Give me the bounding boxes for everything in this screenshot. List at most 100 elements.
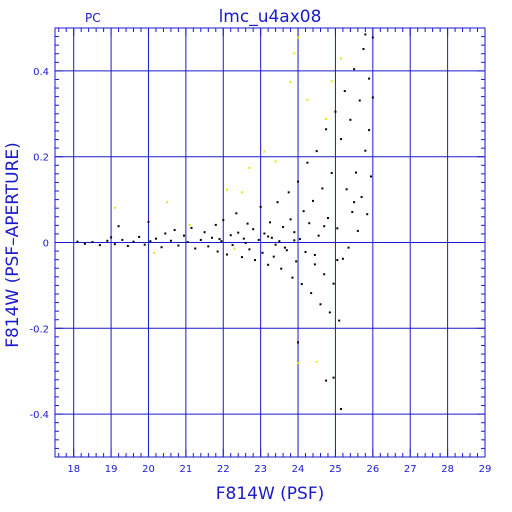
data-point [216,250,219,253]
x-tick-label: 29 [479,464,492,475]
data-point [332,282,335,285]
data-point [293,231,296,234]
data-point [154,237,157,240]
data-point-yellow [315,360,318,363]
data-point [98,244,101,247]
data-point [295,260,298,263]
data-point [325,379,328,382]
data-point-yellow [293,52,296,55]
data-point [186,241,189,244]
data-point [220,240,223,243]
x-tick-label: 21 [180,464,193,475]
y-tick-label: 0.2 [33,153,49,164]
data-point [326,217,329,220]
data-point [160,246,163,249]
data-point [345,188,348,191]
x-tick-label: 28 [441,464,454,475]
data-point-yellow [330,80,333,83]
data-point-yellow [289,81,292,84]
data-point [274,243,277,246]
data-point [121,238,124,241]
data-point [302,210,305,213]
data-point [369,175,372,178]
data-point [289,218,292,221]
data-point [138,235,141,238]
data-point [194,247,197,250]
data-point [328,311,331,314]
data-point-yellow [325,117,328,120]
x-tick-label: 18 [67,464,80,475]
data-point-yellow [274,160,277,163]
y-tick-label: -0.4 [29,410,49,421]
data-point [248,248,251,251]
x-tick-label: 27 [404,464,417,475]
data-point [173,229,176,232]
data-point [261,251,264,254]
data-point [310,292,313,295]
data-point [341,257,344,260]
data-point [229,234,232,237]
data-point [300,283,303,286]
data-point [76,240,79,243]
data-point [246,222,249,225]
data-point [240,256,243,259]
data-point [285,249,288,252]
data-point [113,243,116,246]
data-point [293,239,296,242]
data-point [254,259,257,262]
corner-label: PC [85,11,101,25]
data-point [276,201,279,204]
data-point [313,263,316,266]
data-point [91,241,94,244]
data-point [272,255,275,258]
data-point-yellow [240,191,243,194]
x-tick-label: 25 [329,464,342,475]
data-point [353,201,356,204]
data-point [312,199,314,202]
data-point [287,191,290,194]
data-point [218,238,221,241]
chart-title: lmc_u4ax08 [219,7,322,27]
data-point-yellow [297,36,300,39]
data-point-yellow [248,166,251,169]
data-points [76,29,374,410]
data-point [267,263,270,266]
data-point [278,240,281,243]
data-point [149,240,152,243]
data-point [358,99,361,102]
data-point [235,212,238,215]
data-point [177,244,180,247]
x-axis-title: F814W (PSF) [216,484,325,504]
data-point [126,244,129,247]
data-point [330,172,333,175]
y-tick-label: -0.2 [29,324,49,335]
data-point [298,238,301,241]
data-point [368,77,371,80]
data-point [343,90,346,93]
data-point-yellow [297,362,300,365]
data-point [263,232,266,235]
data-point-yellow [166,201,169,204]
data-point [211,236,214,239]
data-point [297,180,300,183]
data-point [283,246,286,249]
data-point [315,150,318,153]
x-tick-label: 20 [142,464,155,475]
data-point [306,161,309,164]
data-point [269,221,271,224]
data-point [323,273,326,276]
data-point [252,228,255,231]
data-point-yellow [113,206,116,209]
data-point [257,238,260,241]
data-point [366,213,369,216]
data-point [325,128,328,131]
data-point [371,96,374,99]
data-point [323,225,326,228]
data-point [362,48,365,51]
data-point [270,236,273,239]
data-point [351,211,354,214]
data-point [117,225,120,228]
x-tick-label: 24 [292,464,305,475]
y-tick-label: 0.4 [33,67,49,78]
data-point [164,232,167,235]
